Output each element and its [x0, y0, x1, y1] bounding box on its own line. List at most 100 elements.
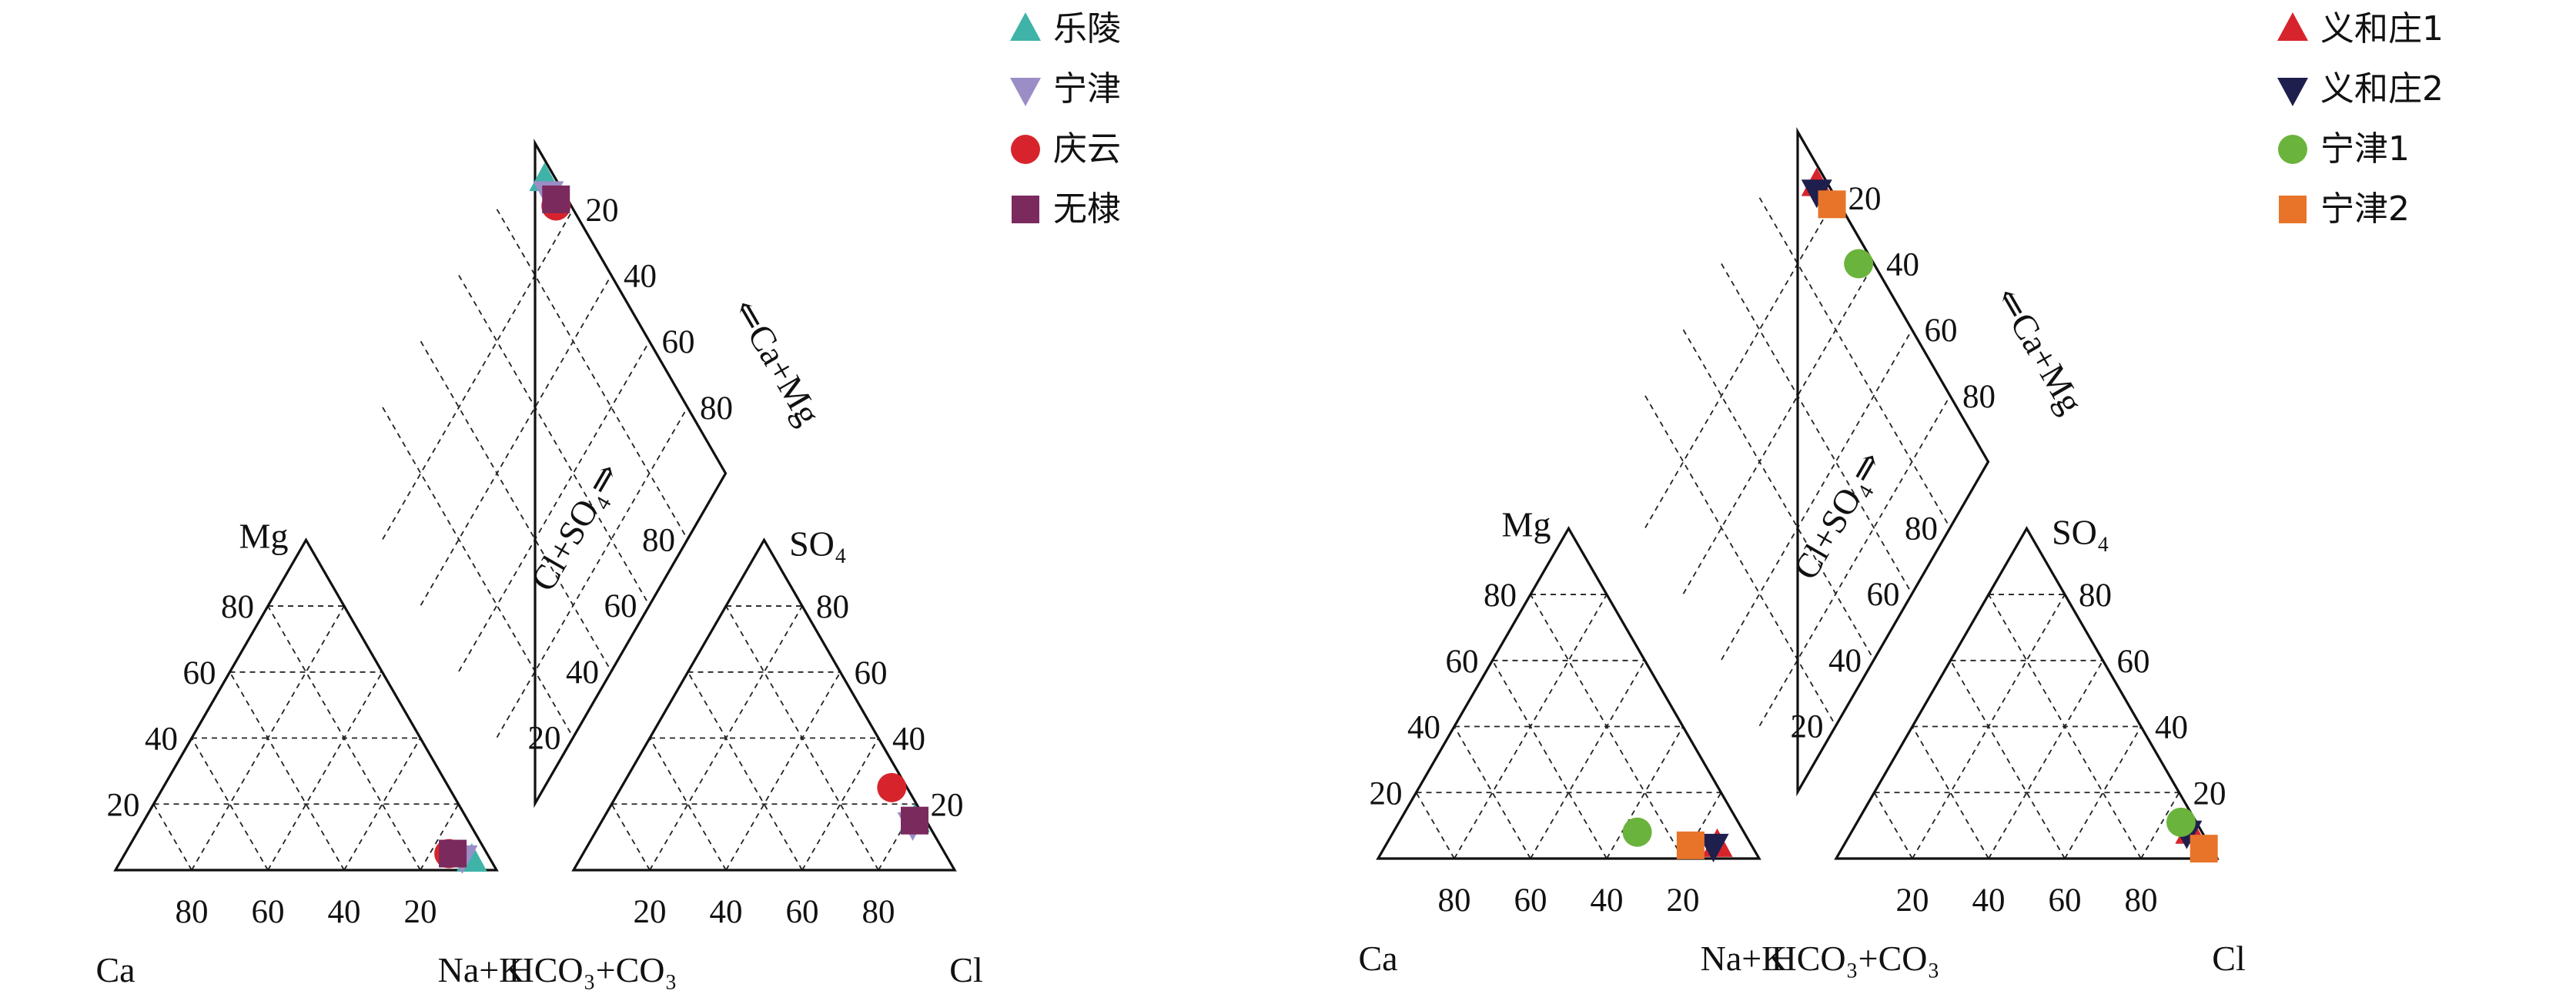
- grid-line: [1530, 594, 1684, 859]
- grid-line: [496, 407, 688, 738]
- data-point-diamond: [542, 185, 570, 213]
- data-point-anion: [2190, 835, 2218, 863]
- legend-label: 义和庄2: [2320, 69, 2444, 109]
- tick-label: 20: [1370, 775, 1403, 812]
- data-points: [434, 162, 931, 874]
- tick-label: 20: [931, 787, 964, 823]
- piper-diagram-right: 80 60 40 20 20 40 60 80806040208060402080604020…: [1358, 9, 2444, 978]
- data-point-cation: [1698, 833, 1729, 862]
- tick-label: 80: [862, 894, 895, 930]
- tick-label: 80: [176, 894, 209, 930]
- tick-label: 60: [2049, 882, 2082, 919]
- tick-label: 60: [855, 655, 888, 691]
- legend-item: 宁津2: [2279, 189, 2410, 229]
- tick-label: 80: [221, 589, 254, 625]
- tick-label: 20: [586, 192, 619, 229]
- grid-line: [1721, 263, 1913, 594]
- label-hco3-co3: HCO₃+CO₃: [1771, 939, 1939, 978]
- tick-label: 60: [252, 894, 285, 930]
- anion-triangle: [571, 537, 957, 872]
- legend-label: 宁津1: [2320, 129, 2410, 169]
- tick-label: 60: [1514, 882, 1547, 919]
- grid-line: [687, 671, 803, 871]
- grid-line: [1758, 197, 1951, 528]
- grid-line: [1949, 660, 2066, 859]
- legend-item: 乐陵: [1010, 9, 1121, 49]
- legend-label: 无棣: [1053, 189, 1121, 229]
- grid-line: [1988, 660, 2104, 859]
- legend-marker: [2279, 196, 2307, 223]
- tick-label: 60: [604, 588, 637, 624]
- grid-line: [1873, 792, 1913, 859]
- tick-label: 40: [892, 721, 925, 758]
- data-point-diamond: [1801, 179, 1832, 209]
- grid-line: [458, 275, 651, 606]
- label-so4: SO₄: [789, 524, 847, 563]
- grid-line: [725, 605, 879, 871]
- grid-line: [1988, 594, 2142, 859]
- grid-line: [420, 340, 612, 672]
- legend-marker: [2277, 12, 2308, 41]
- label-ca: Ca: [95, 950, 135, 989]
- tick-label: 20: [404, 894, 437, 930]
- tick-label: 20: [107, 787, 140, 823]
- tick-label: 20: [528, 721, 561, 757]
- tick-label: 80: [1438, 882, 1471, 919]
- grid-line: [382, 407, 574, 738]
- legend-label: 义和庄1: [2320, 9, 2444, 49]
- grid-line: [152, 803, 192, 871]
- grid-line: [420, 803, 460, 871]
- label-cl: Cl: [2212, 939, 2245, 978]
- tick-label: 40: [1407, 710, 1440, 746]
- anion-triangle: [1834, 526, 2220, 860]
- grid-line: [1758, 395, 1951, 727]
- tick-label: 20: [1791, 709, 1824, 745]
- grid-line: [1682, 263, 1875, 594]
- tick-label: 40: [566, 654, 599, 691]
- tick-label: 80: [1484, 578, 1517, 614]
- label-mg: Mg: [239, 516, 289, 555]
- tick-label: 60: [786, 894, 819, 930]
- data-point-anion: [877, 772, 907, 802]
- grid-lines: [1415, 197, 2180, 859]
- tick-label: 80: [642, 522, 675, 558]
- data-point-anion: [2166, 807, 2196, 837]
- tick-label: 60: [1925, 313, 1958, 349]
- legend-marker: [1010, 12, 1041, 41]
- corner-labels: Ca Na+K Mg HCO₃+CO₃ Cl SO₄: [1358, 504, 2245, 978]
- triangle-frames: [1376, 127, 2220, 860]
- grid-line: [1682, 329, 1875, 661]
- grid-line: [1912, 726, 1989, 859]
- data-point-cation: [439, 839, 467, 868]
- grid-line: [1415, 792, 1455, 859]
- tick-label: 40: [328, 894, 361, 930]
- grid-line: [725, 671, 841, 871]
- piper-diagram-left: 80 60 40 20 20 40 60 80806040208060402080604020…: [95, 9, 1121, 989]
- tick-label: 40: [1828, 643, 1862, 679]
- data-point-diamond: [1818, 190, 1846, 219]
- grid-line: [229, 671, 345, 871]
- tick-labels: 80 60 40 20 20 40 60 80806040208060402080604020…: [1370, 181, 2226, 919]
- tick-labels: 80 60 40 20 20 40 60 80806040208060402080604020…: [107, 192, 964, 930]
- grid-line: [496, 209, 688, 540]
- grid-line: [2064, 726, 2142, 859]
- diamond-frame: [1796, 127, 1990, 797]
- tick-label: 20: [634, 894, 667, 930]
- label-hco3-co3: HCO₃+CO₃: [508, 950, 677, 989]
- grid-line: [2140, 792, 2180, 859]
- grid-line: [1644, 197, 1837, 528]
- legend-item: 无棣: [1012, 189, 1121, 229]
- tick-label: 40: [1972, 882, 2006, 919]
- grid-lines: [152, 209, 918, 871]
- grid-line: [1644, 395, 1837, 727]
- tick-label: 80: [1962, 379, 1996, 415]
- label-na-k: Na+K: [438, 950, 525, 989]
- grid-line: [1721, 329, 1913, 661]
- legend-marker: [1010, 78, 1041, 106]
- tick-label: 60: [1867, 577, 1900, 613]
- legend-marker: [1012, 196, 1039, 223]
- cation-triangle: [113, 537, 499, 872]
- label-ca: Ca: [1358, 939, 1397, 978]
- grid-line: [611, 803, 651, 871]
